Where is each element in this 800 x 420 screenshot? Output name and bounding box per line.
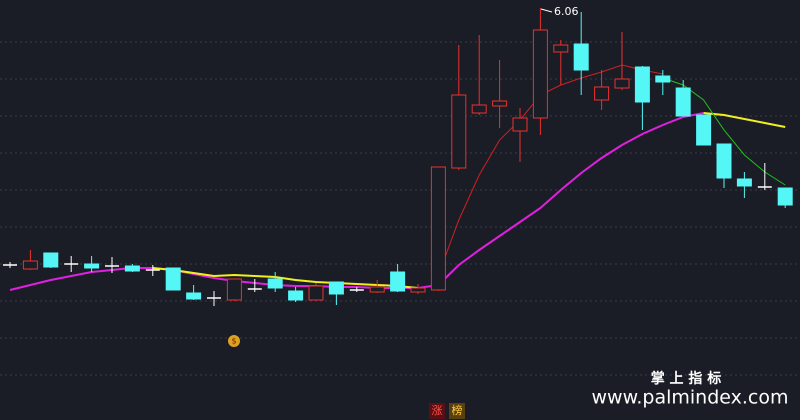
candle-body	[553, 44, 569, 53]
svg-text:$: $	[231, 337, 236, 346]
candle-body	[165, 267, 181, 291]
candle-body	[430, 166, 446, 291]
candle-body	[390, 271, 406, 292]
candle-body	[22, 260, 38, 270]
candle-body	[532, 29, 548, 119]
badge-box	[449, 403, 465, 419]
plot	[3, 8, 793, 306]
money-icon: $	[228, 335, 240, 347]
candle-body	[655, 75, 671, 83]
candle-body	[471, 104, 487, 114]
badge: 榜	[452, 403, 463, 417]
candle-body	[777, 187, 793, 206]
candle-body	[267, 278, 283, 289]
annotation: 6.06	[554, 5, 579, 18]
candle-body	[410, 287, 426, 293]
candle-body	[124, 265, 140, 272]
candle-body	[716, 143, 732, 179]
badge: 涨	[432, 404, 443, 417]
candle-body	[634, 66, 650, 103]
candle-body	[675, 87, 691, 117]
candle-body	[594, 86, 610, 101]
candle-body	[308, 285, 324, 301]
badge-box	[429, 403, 445, 419]
candle-body	[492, 100, 508, 107]
watermark-cn: 掌 上 指 标	[651, 370, 722, 387]
candle-body	[696, 114, 712, 146]
candle-body	[288, 290, 304, 301]
candle-body	[369, 286, 385, 293]
ma-line	[437, 64, 663, 276]
watermark-url: www.palmindex.com	[591, 387, 788, 409]
candle-body	[84, 263, 100, 269]
candle-body	[614, 78, 630, 89]
annotation-pointer	[540, 8, 553, 13]
ma-line	[152, 112, 786, 289]
candle-body	[226, 278, 242, 301]
candle-body	[43, 252, 59, 268]
candle-body	[451, 94, 467, 169]
candle-body	[573, 43, 589, 71]
candle-body	[328, 281, 344, 295]
candle-body	[186, 292, 202, 300]
candle-body	[512, 117, 528, 132]
candle-body	[736, 178, 752, 187]
